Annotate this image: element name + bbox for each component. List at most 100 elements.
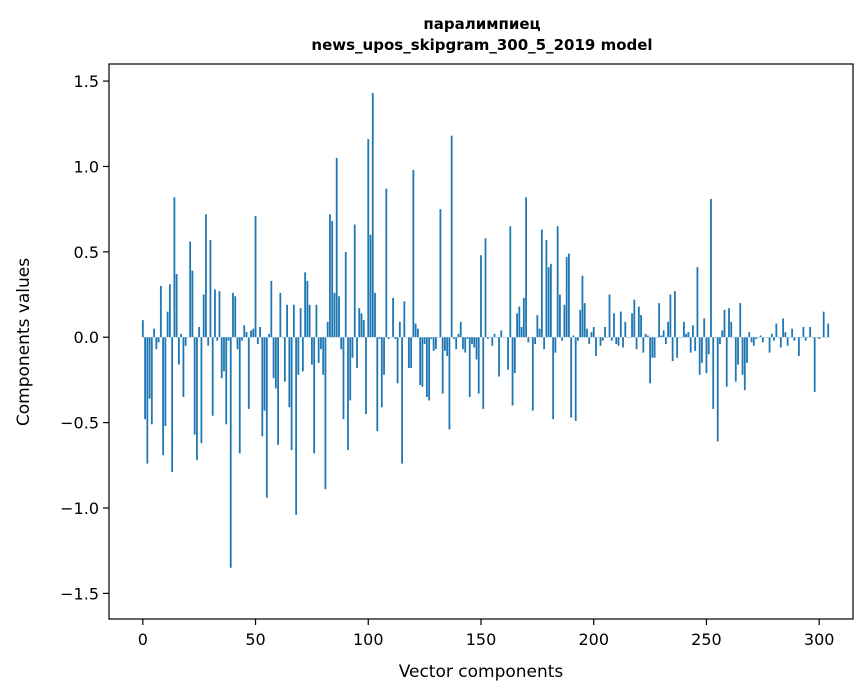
bar	[734, 337, 737, 382]
chart-title-line-2: news_upos_skipgram_300_5_2019 model	[311, 36, 652, 54]
x-axis: 0 50 100 150 200 250 300	[138, 619, 835, 649]
bar	[245, 332, 248, 338]
bar	[471, 337, 473, 345]
bar	[236, 337, 239, 350]
bar	[491, 337, 494, 346]
bar	[721, 330, 724, 338]
bar	[477, 337, 480, 394]
bar	[673, 291, 676, 338]
bar	[301, 337, 304, 372]
bar	[707, 337, 710, 355]
bar	[637, 306, 640, 338]
bar	[586, 328, 588, 338]
bar	[155, 337, 158, 350]
bar	[369, 234, 372, 338]
y-tick-label: 0.5	[74, 243, 99, 262]
x-tick-label: 200	[578, 630, 609, 649]
bars-layer	[141, 93, 830, 568]
bar	[340, 337, 343, 350]
bar	[279, 292, 282, 338]
bar	[407, 337, 410, 368]
bar	[238, 337, 241, 454]
bar	[315, 304, 318, 338]
bar	[299, 308, 302, 338]
bar	[435, 337, 437, 350]
bar	[331, 221, 334, 338]
bar	[640, 315, 642, 338]
x-tick-label: 150	[466, 630, 497, 649]
x-tick-label: 250	[691, 630, 722, 649]
bar	[615, 337, 618, 345]
x-axis-label: Vector components	[399, 662, 564, 682]
bar	[220, 337, 223, 379]
bar	[667, 321, 670, 338]
y-tick-label: −1.0	[60, 499, 99, 518]
bar	[394, 337, 397, 339]
bar	[525, 197, 527, 338]
bar	[256, 337, 259, 345]
bar	[380, 337, 383, 408]
bar	[232, 292, 234, 338]
bar	[545, 239, 548, 338]
bar	[683, 321, 685, 338]
y-tick-label: 1.0	[74, 157, 99, 176]
bar	[797, 337, 800, 357]
bar	[441, 337, 444, 394]
bar	[450, 135, 453, 338]
bar	[412, 169, 415, 338]
bar	[493, 333, 496, 338]
bar	[252, 328, 255, 338]
bar	[173, 197, 176, 338]
bar	[701, 337, 703, 363]
x-tick-label: 300	[804, 630, 835, 649]
bar	[193, 337, 196, 435]
bar	[509, 226, 512, 338]
bar	[290, 337, 293, 450]
bar	[335, 157, 338, 338]
bar	[649, 337, 651, 384]
bar	[752, 337, 755, 346]
bar	[696, 267, 699, 338]
bar	[534, 337, 537, 345]
bar	[466, 337, 469, 339]
bar	[153, 328, 155, 338]
bar	[480, 255, 482, 338]
bar	[457, 333, 460, 338]
bar	[579, 309, 582, 338]
bar	[802, 326, 805, 338]
bar	[773, 337, 775, 341]
bar	[570, 337, 573, 418]
bar	[342, 337, 345, 420]
bar	[646, 335, 649, 338]
bar	[658, 303, 661, 338]
bar	[737, 337, 739, 365]
bar	[227, 337, 230, 341]
bar	[473, 337, 476, 348]
bar	[423, 337, 426, 345]
bar	[527, 337, 530, 343]
plot-frame	[108, 63, 854, 620]
bar	[414, 323, 417, 338]
bar	[351, 337, 354, 358]
bar	[365, 337, 367, 415]
bar	[536, 315, 539, 338]
bar	[243, 325, 246, 338]
bar	[464, 337, 467, 353]
bar	[468, 337, 471, 397]
bar	[272, 337, 275, 379]
bar	[716, 337, 719, 442]
bar	[565, 256, 568, 338]
bar	[392, 297, 394, 338]
bar	[157, 337, 160, 343]
bar	[320, 337, 322, 350]
bar	[631, 313, 633, 338]
bar	[599, 337, 602, 346]
bar	[676, 337, 679, 358]
bar	[347, 337, 349, 450]
bar	[297, 337, 300, 375]
bar	[250, 330, 252, 338]
bar	[141, 320, 144, 338]
bar	[784, 332, 787, 338]
bar	[748, 332, 751, 338]
bar	[360, 313, 363, 338]
